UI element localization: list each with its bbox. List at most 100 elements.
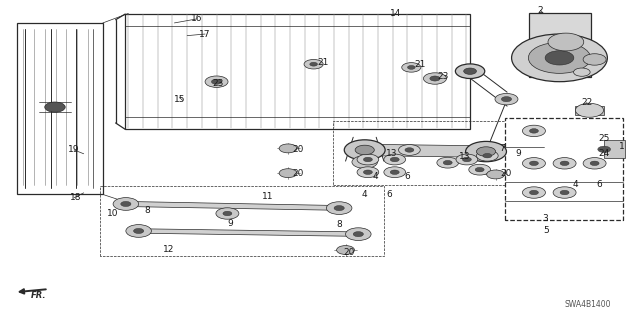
Circle shape (357, 167, 379, 178)
Circle shape (529, 161, 538, 166)
Circle shape (364, 157, 372, 162)
Circle shape (573, 68, 590, 76)
Circle shape (548, 33, 584, 51)
Circle shape (511, 34, 607, 82)
Circle shape (475, 167, 484, 172)
Circle shape (390, 170, 399, 174)
Circle shape (529, 129, 538, 133)
Text: 10: 10 (107, 209, 118, 218)
Text: 20: 20 (292, 169, 303, 178)
Circle shape (476, 147, 495, 156)
Circle shape (545, 51, 574, 65)
Text: 6: 6 (386, 190, 392, 199)
Circle shape (279, 169, 297, 178)
Circle shape (522, 158, 545, 169)
Circle shape (590, 161, 599, 166)
Circle shape (337, 246, 355, 255)
Polygon shape (17, 23, 103, 195)
Circle shape (352, 156, 378, 168)
Text: 6: 6 (597, 181, 603, 189)
Circle shape (113, 197, 139, 210)
Circle shape (529, 42, 591, 73)
Circle shape (346, 228, 371, 241)
Circle shape (444, 160, 452, 165)
Text: 13: 13 (459, 152, 470, 161)
Circle shape (583, 158, 606, 169)
Circle shape (529, 190, 538, 195)
Circle shape (205, 76, 228, 87)
Polygon shape (575, 106, 604, 115)
Circle shape (344, 140, 385, 160)
Circle shape (553, 187, 576, 198)
Polygon shape (125, 201, 339, 210)
Circle shape (223, 211, 232, 216)
Circle shape (355, 145, 374, 155)
Circle shape (304, 59, 323, 69)
Polygon shape (365, 144, 486, 157)
Text: 11: 11 (262, 191, 273, 201)
Circle shape (560, 190, 569, 195)
Circle shape (437, 157, 459, 168)
Circle shape (583, 54, 606, 65)
Circle shape (126, 225, 152, 237)
Circle shape (424, 73, 447, 84)
Text: 4: 4 (372, 173, 378, 182)
Text: 25: 25 (598, 134, 610, 143)
Circle shape (456, 154, 477, 165)
Text: 15: 15 (173, 95, 185, 104)
Circle shape (121, 201, 131, 206)
Text: 1: 1 (619, 142, 625, 151)
Text: 4: 4 (573, 181, 579, 189)
Circle shape (598, 146, 611, 152)
Circle shape (495, 93, 518, 105)
Circle shape (402, 63, 421, 72)
Polygon shape (505, 118, 623, 220)
Circle shape (575, 103, 604, 117)
Text: 20: 20 (500, 169, 511, 178)
Circle shape (501, 97, 511, 102)
Text: 16: 16 (191, 14, 202, 23)
Circle shape (216, 208, 239, 219)
Circle shape (456, 64, 484, 78)
Circle shape (390, 157, 399, 162)
Polygon shape (604, 140, 625, 158)
Circle shape (468, 164, 490, 175)
Text: 20: 20 (343, 248, 355, 257)
Circle shape (45, 102, 65, 112)
Text: 23: 23 (212, 79, 223, 88)
Text: 6: 6 (404, 173, 410, 182)
Polygon shape (529, 13, 591, 77)
Circle shape (134, 228, 144, 234)
Circle shape (483, 153, 492, 158)
Circle shape (486, 170, 504, 179)
Circle shape (476, 150, 498, 161)
Circle shape (408, 65, 415, 69)
Circle shape (463, 157, 471, 162)
Text: 3: 3 (542, 214, 548, 223)
Text: 22: 22 (581, 98, 593, 107)
Text: 5: 5 (543, 226, 549, 234)
Circle shape (310, 62, 317, 66)
Circle shape (522, 187, 545, 198)
Text: 21: 21 (415, 60, 426, 69)
Circle shape (211, 79, 221, 84)
Text: 7: 7 (499, 144, 505, 153)
Text: 9: 9 (515, 149, 521, 158)
Text: 13: 13 (386, 149, 397, 158)
Circle shape (466, 141, 506, 162)
Text: 4: 4 (361, 190, 367, 199)
Circle shape (384, 167, 406, 178)
Text: 24: 24 (598, 149, 610, 158)
Circle shape (464, 68, 476, 74)
Text: 23: 23 (438, 72, 449, 81)
Circle shape (279, 144, 297, 153)
Text: 2: 2 (538, 6, 543, 15)
Text: 14: 14 (390, 9, 401, 18)
Polygon shape (125, 14, 470, 129)
Text: 18: 18 (70, 193, 82, 202)
Circle shape (384, 154, 406, 165)
Text: 17: 17 (199, 30, 211, 39)
Circle shape (357, 154, 379, 165)
Circle shape (326, 202, 352, 214)
Circle shape (364, 170, 372, 174)
